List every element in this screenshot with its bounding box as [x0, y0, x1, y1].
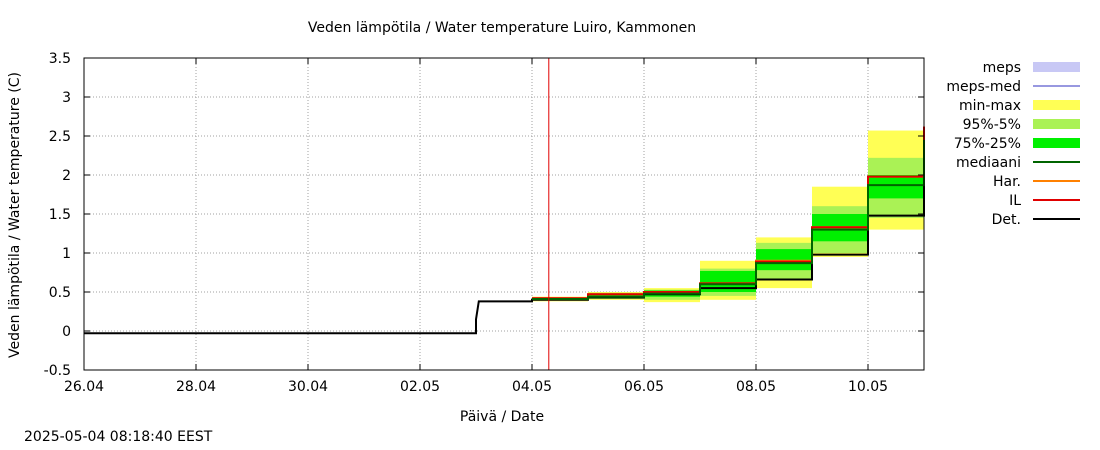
band-75-25-: [700, 270, 756, 292]
y-tick-label: 0: [62, 324, 71, 340]
y-tick-label: 1: [62, 246, 71, 262]
legend-swatch: [1033, 100, 1080, 110]
x-tick-label: 02.05: [400, 379, 440, 395]
axis-ticks: -0.5 0 0.5 1 1.5 2 2.5 3 3.5 26.04 28.04 30.04 02.05…: [44, 51, 924, 395]
x-tick-label: 06.05: [624, 379, 664, 395]
chart-title: Veden lämpötila / Water temperature Luir…: [308, 20, 696, 36]
legend: meps meps-med min-max 95%-5% 75%-25% mediaani…: [946, 60, 1080, 228]
y-tick-label: 3: [62, 90, 71, 106]
series-line-mediaani: [532, 139, 925, 300]
x-tick-label: 08.05: [736, 379, 776, 395]
legend-label: min-max: [959, 98, 1021, 114]
legend-label: IL: [1009, 193, 1021, 209]
band-layer: [532, 130, 924, 303]
legend-label: meps-med: [946, 79, 1021, 95]
band-75-25-: [868, 175, 924, 199]
x-axis-label: Päivä / Date: [460, 409, 544, 425]
x-tick-label: 26.04: [64, 379, 104, 395]
series-layer: [84, 126, 925, 335]
y-tick-label: 1.5: [49, 207, 71, 223]
y-tick-label: 2.5: [49, 129, 71, 145]
legend-label: Det.: [992, 212, 1021, 228]
legend-label: mediaani: [956, 155, 1021, 171]
x-tick-label: 30.04: [288, 379, 328, 395]
legend-label: Har.: [993, 174, 1021, 190]
timestamp: 2025-05-04 08:18:40 EEST: [24, 429, 213, 445]
x-tick-label: 04.05: [512, 379, 552, 395]
legend-swatch: [1033, 62, 1080, 72]
legend-label: 95%-5%: [963, 117, 1021, 133]
y-tick-label: 2: [62, 168, 71, 184]
y-axis-label: Veden lämpötila / Water temperature (C): [7, 72, 23, 358]
band-75-25-: [756, 249, 812, 271]
y-tick-label: -0.5: [44, 363, 71, 379]
legend-label: meps: [983, 60, 1021, 76]
legend-swatch: [1033, 119, 1080, 129]
legend-swatch: [1033, 138, 1080, 148]
y-tick-label: 0.5: [49, 285, 71, 301]
x-tick-label: 10.05: [848, 379, 888, 395]
x-tick-label: 28.04: [176, 379, 216, 395]
y-tick-label: 3.5: [49, 51, 71, 67]
grid: [84, 58, 924, 370]
legend-label: 75%-25%: [954, 136, 1021, 152]
